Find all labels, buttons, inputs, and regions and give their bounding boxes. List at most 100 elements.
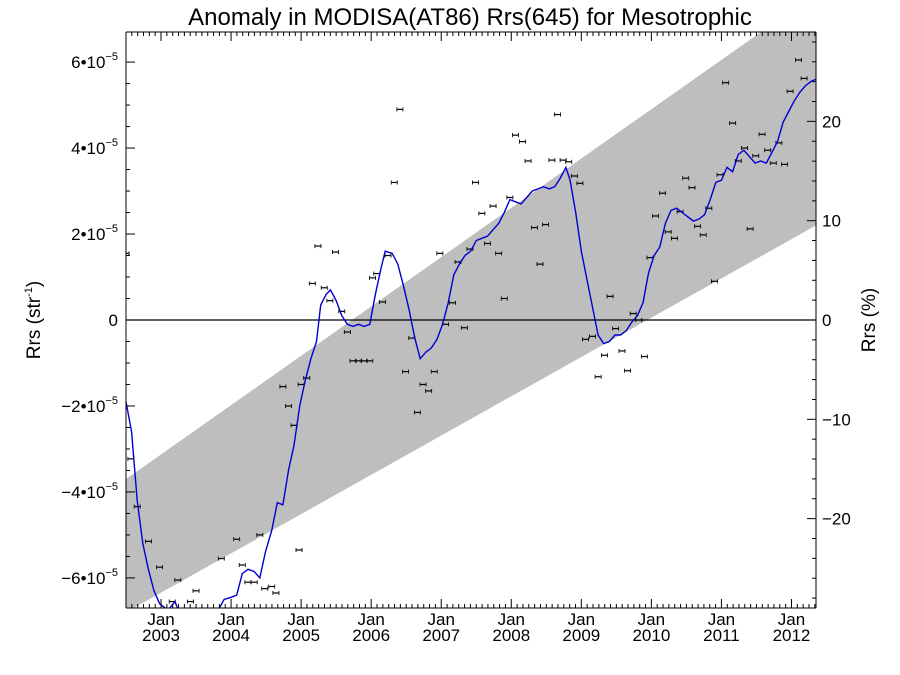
y-tick-label: −2•10−5 — [61, 395, 118, 416]
data-point — [722, 80, 730, 85]
y-tick-mantissa: 4•10 — [71, 139, 105, 158]
y-axis-label-main: Rrs (str — [24, 296, 45, 359]
x-tick-label-year: 2004 — [212, 626, 250, 645]
data-point — [594, 374, 602, 379]
x-tick-label-month: Jan — [498, 610, 525, 629]
data-point — [629, 311, 637, 316]
data-point — [589, 334, 596, 339]
data-point — [378, 299, 386, 304]
data-point — [174, 578, 182, 583]
data-point — [250, 580, 258, 585]
data-point — [781, 162, 788, 167]
x-tick-label-month: Jan — [147, 610, 174, 629]
data-point — [238, 563, 246, 568]
data-point — [390, 180, 398, 185]
y-tick-exponent: −5 — [105, 223, 118, 235]
data-point — [542, 222, 550, 227]
data-point — [133, 504, 141, 509]
data-point — [308, 281, 316, 286]
data-point — [500, 296, 508, 301]
data-point — [430, 369, 438, 374]
data-point — [186, 599, 194, 604]
data-point — [320, 285, 328, 290]
x-tick-label-year: 2010 — [632, 626, 670, 645]
data-point — [741, 146, 748, 151]
data-point — [506, 195, 514, 200]
data-point — [343, 330, 351, 335]
data-point — [279, 384, 287, 389]
data-point — [688, 185, 696, 190]
data-point — [256, 532, 264, 537]
y-tick-label: 0 — [109, 311, 118, 330]
data-point — [764, 148, 772, 153]
data-point — [126, 251, 130, 256]
data-point — [795, 57, 802, 62]
data-point — [530, 225, 538, 230]
chart-title: Anomaly in MODISA(AT86) Rrs(645) for Mes… — [188, 4, 752, 31]
data-point — [524, 158, 532, 163]
data-point — [565, 159, 573, 164]
y-tick-mantissa: 2•10 — [71, 225, 105, 244]
data-point — [512, 133, 519, 138]
data-point — [460, 325, 468, 330]
y-tick-label: 4•10−5 — [71, 137, 118, 158]
data-point — [699, 232, 707, 237]
x-tick-label-year: 2011 — [703, 626, 740, 645]
y-axis-label: Rrs (str-1) — [23, 281, 45, 359]
data-point — [472, 180, 480, 185]
data-point — [729, 121, 737, 126]
data-point — [384, 253, 392, 258]
data-point — [495, 251, 503, 256]
smoothed-series-line — [126, 78, 816, 608]
data-point — [396, 107, 404, 112]
x-tick-label-year: 2008 — [492, 626, 530, 645]
data-point — [425, 388, 433, 393]
data-point — [156, 565, 164, 570]
data-point — [268, 584, 276, 589]
data-point — [570, 174, 578, 178]
data-point — [217, 556, 225, 561]
x-tick-label-month: Jan — [638, 610, 665, 629]
x-tick-label-month: Jan — [708, 610, 735, 629]
data-point — [489, 204, 497, 209]
data-point — [548, 158, 556, 163]
trend-band — [126, 32, 816, 608]
y-tick-mantissa: 6•10 — [71, 53, 105, 72]
data-point — [303, 376, 311, 381]
data-point — [640, 354, 648, 359]
y-tick-label: 6•10−5 — [71, 51, 118, 72]
y2-axis-label: Rrs (%) — [859, 288, 880, 352]
data-point — [758, 132, 766, 137]
data-point — [624, 368, 632, 373]
data-point — [261, 586, 269, 591]
data-point — [710, 279, 718, 284]
data-point — [559, 158, 567, 163]
y-tick-exponent: −5 — [105, 137, 118, 149]
data-point — [326, 298, 334, 303]
data-point — [295, 547, 303, 552]
x-tick-label-month: Jan — [287, 610, 314, 629]
y-tick-label: −4•10−5 — [61, 481, 118, 502]
data-point — [554, 112, 561, 117]
data-point — [600, 353, 608, 358]
data-point — [652, 213, 660, 218]
x-tick-label-month: Jan — [568, 610, 595, 629]
y-axis-label-superscript: -1 — [23, 287, 35, 297]
axes: Jan2003Jan2004Jan2005Jan2006Jan2007Jan20… — [61, 31, 851, 645]
data-point — [192, 588, 200, 593]
x-tick-label-month: Jan — [217, 610, 244, 629]
y-tick-exponent: −5 — [105, 51, 118, 63]
data-point — [519, 139, 526, 144]
data-point — [144, 539, 152, 544]
data-point — [413, 410, 421, 415]
data-point — [244, 580, 252, 585]
data-point — [786, 89, 794, 94]
data-point — [314, 244, 322, 249]
data-point — [576, 181, 584, 186]
data-point — [671, 236, 678, 241]
data-point — [800, 76, 808, 81]
x-tick-label-month: Jan — [428, 610, 455, 629]
data-point — [366, 358, 374, 363]
data-point — [419, 382, 427, 387]
